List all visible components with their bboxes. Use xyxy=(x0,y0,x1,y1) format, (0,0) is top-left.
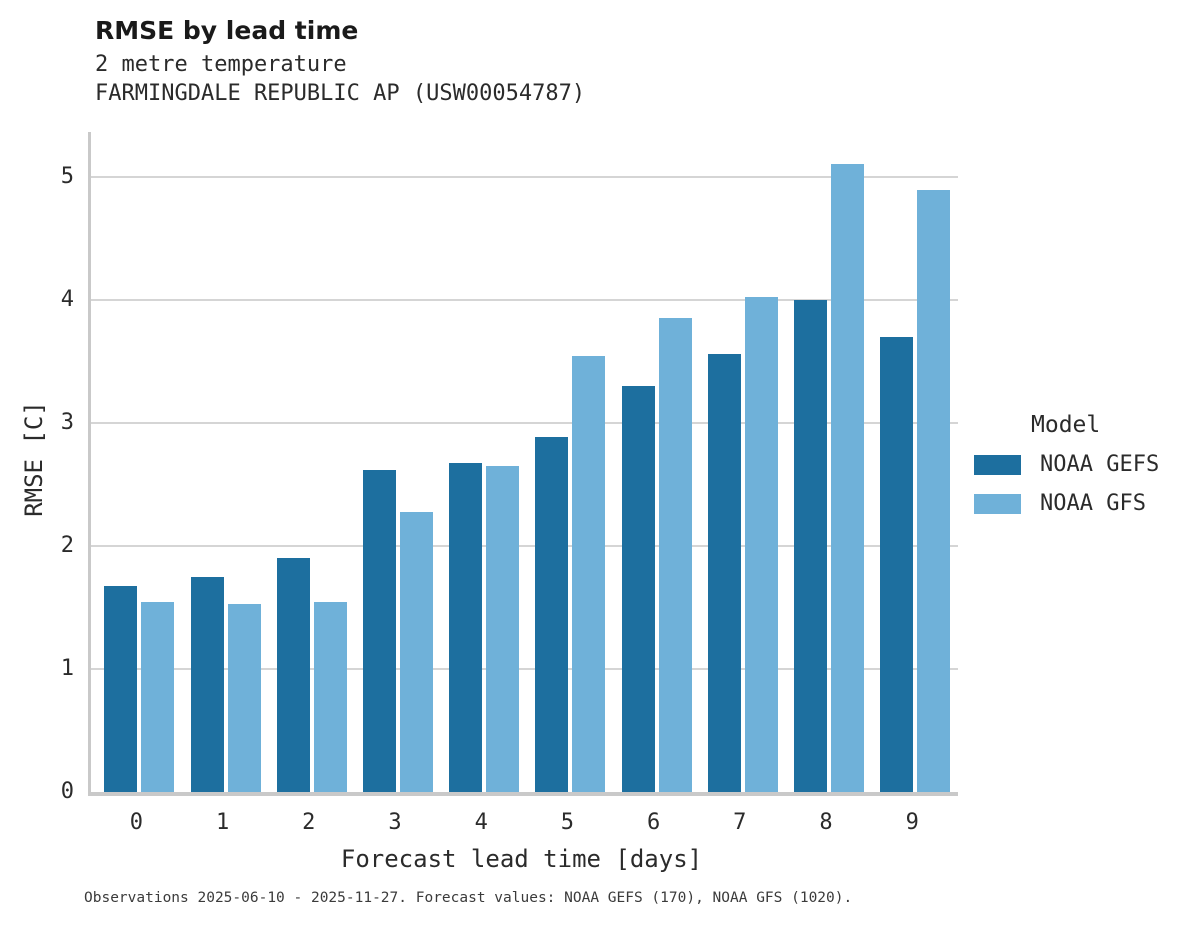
bar-noaa-gfs-lead-2 xyxy=(313,601,347,792)
y-tick-label-4: 4 xyxy=(60,287,74,313)
x-tick-label-2: 2 xyxy=(302,810,316,835)
bar-noaa-gefs-lead-3 xyxy=(363,470,396,792)
legend-swatch-noaa-gefs xyxy=(974,454,1021,475)
legend: Model NOAA GEFS NOAA GFS xyxy=(974,412,1159,530)
bar-noaa-gfs-lead-7 xyxy=(744,296,778,792)
legend-swatch-noaa-gfs xyxy=(974,493,1021,514)
chart-subtitle-variable: 2 metre temperature xyxy=(95,52,347,77)
x-tick-label-0: 0 xyxy=(129,810,144,835)
y-axis-ticks: 0 1 2 3 4 5 xyxy=(0,132,74,804)
y-tick-label-2: 2 xyxy=(60,533,74,559)
bar-noaa-gfs-lead-4 xyxy=(486,466,520,792)
x-axis-ticks: 0 1 2 3 4 5 6 7 8 9 xyxy=(88,810,955,842)
legend-label-noaa-gfs: NOAA GFS xyxy=(1040,491,1146,516)
bar-noaa-gefs-lead-2 xyxy=(276,558,310,792)
gridline-y-4 xyxy=(91,299,958,302)
legend-item-noaa-gfs: NOAA GFS xyxy=(974,491,1159,516)
y-tick-label-1: 1 xyxy=(60,656,74,682)
bar-noaa-gefs-lead-9 xyxy=(880,337,914,792)
gridline-y-5 xyxy=(91,176,958,179)
bar-noaa-gefs-lead-4 xyxy=(449,462,483,792)
y-tick-label-0: 0 xyxy=(60,779,74,804)
bar-noaa-gfs-lead-6 xyxy=(658,317,692,792)
bar-noaa-gefs-lead-8 xyxy=(794,300,827,792)
legend-item-noaa-gefs: NOAA GEFS xyxy=(974,452,1159,477)
gridline-y-1 xyxy=(91,668,958,671)
x-tick-label-6: 6 xyxy=(646,810,661,835)
plot-area xyxy=(88,132,958,796)
bar-noaa-gfs-lead-3 xyxy=(400,511,433,792)
y-tick-label-5: 5 xyxy=(60,164,74,190)
chart-title: RMSE by lead time xyxy=(95,16,359,45)
x-tick-label-3: 3 xyxy=(388,810,402,835)
bar-noaa-gfs-lead-8 xyxy=(831,163,864,792)
legend-label-noaa-gefs: NOAA GEFS xyxy=(1040,452,1160,477)
chart-subtitle-station: FARMINGDALE REPUBLIC AP (USW00054787) xyxy=(95,81,586,106)
bar-noaa-gefs-lead-1 xyxy=(190,576,224,792)
bar-noaa-gfs-lead-0 xyxy=(141,601,175,792)
gridline-y-2 xyxy=(91,545,958,548)
bar-noaa-gefs-lead-7 xyxy=(707,354,741,792)
x-axis-label: Forecast lead time [days] xyxy=(340,845,703,873)
caption-note: Observations 2025-06-10 - 2025-11-27. Fo… xyxy=(84,890,853,906)
y-tick-label-3: 3 xyxy=(60,410,74,436)
x-tick-label-4: 4 xyxy=(474,810,488,835)
gridline-y-3 xyxy=(91,422,958,425)
bar-noaa-gefs-lead-6 xyxy=(621,386,655,792)
bar-noaa-gefs-lead-5 xyxy=(535,436,569,792)
bar-noaa-gfs-lead-1 xyxy=(227,603,261,792)
x-tick-label-9: 9 xyxy=(905,810,919,835)
x-tick-label-8: 8 xyxy=(819,810,833,835)
legend-title: Model xyxy=(1031,412,1101,438)
x-tick-label-5: 5 xyxy=(560,810,575,835)
bar-noaa-gfs-lead-5 xyxy=(572,355,606,792)
bar-noaa-gefs-lead-0 xyxy=(104,585,138,792)
x-tick-label-1: 1 xyxy=(215,810,230,835)
x-tick-label-7: 7 xyxy=(733,810,747,835)
bar-noaa-gfs-lead-9 xyxy=(917,189,951,792)
